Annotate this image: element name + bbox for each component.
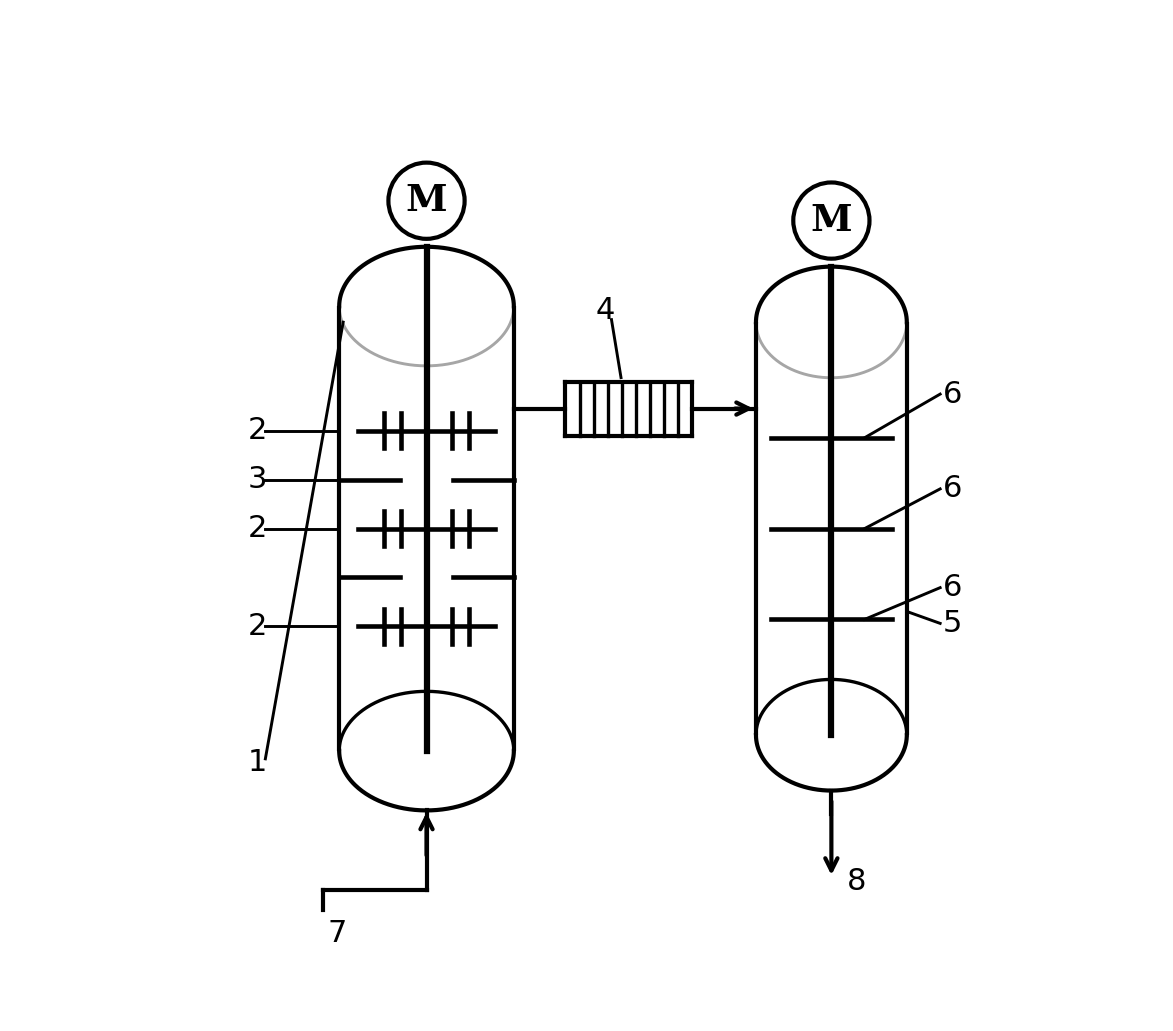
Text: 7: 7 (327, 919, 347, 947)
Text: M: M (406, 182, 447, 220)
Text: 6: 6 (943, 379, 962, 408)
Text: 3: 3 (248, 465, 267, 494)
Text: 1: 1 (248, 749, 267, 777)
Text: 6: 6 (943, 573, 962, 602)
Text: 2: 2 (248, 611, 267, 641)
Text: 2: 2 (248, 417, 267, 445)
Text: 5: 5 (943, 609, 962, 638)
Text: 8: 8 (847, 867, 867, 896)
Text: 6: 6 (943, 474, 962, 503)
Text: M: M (811, 202, 853, 239)
Text: 4: 4 (596, 296, 615, 325)
Text: 2: 2 (248, 514, 267, 543)
